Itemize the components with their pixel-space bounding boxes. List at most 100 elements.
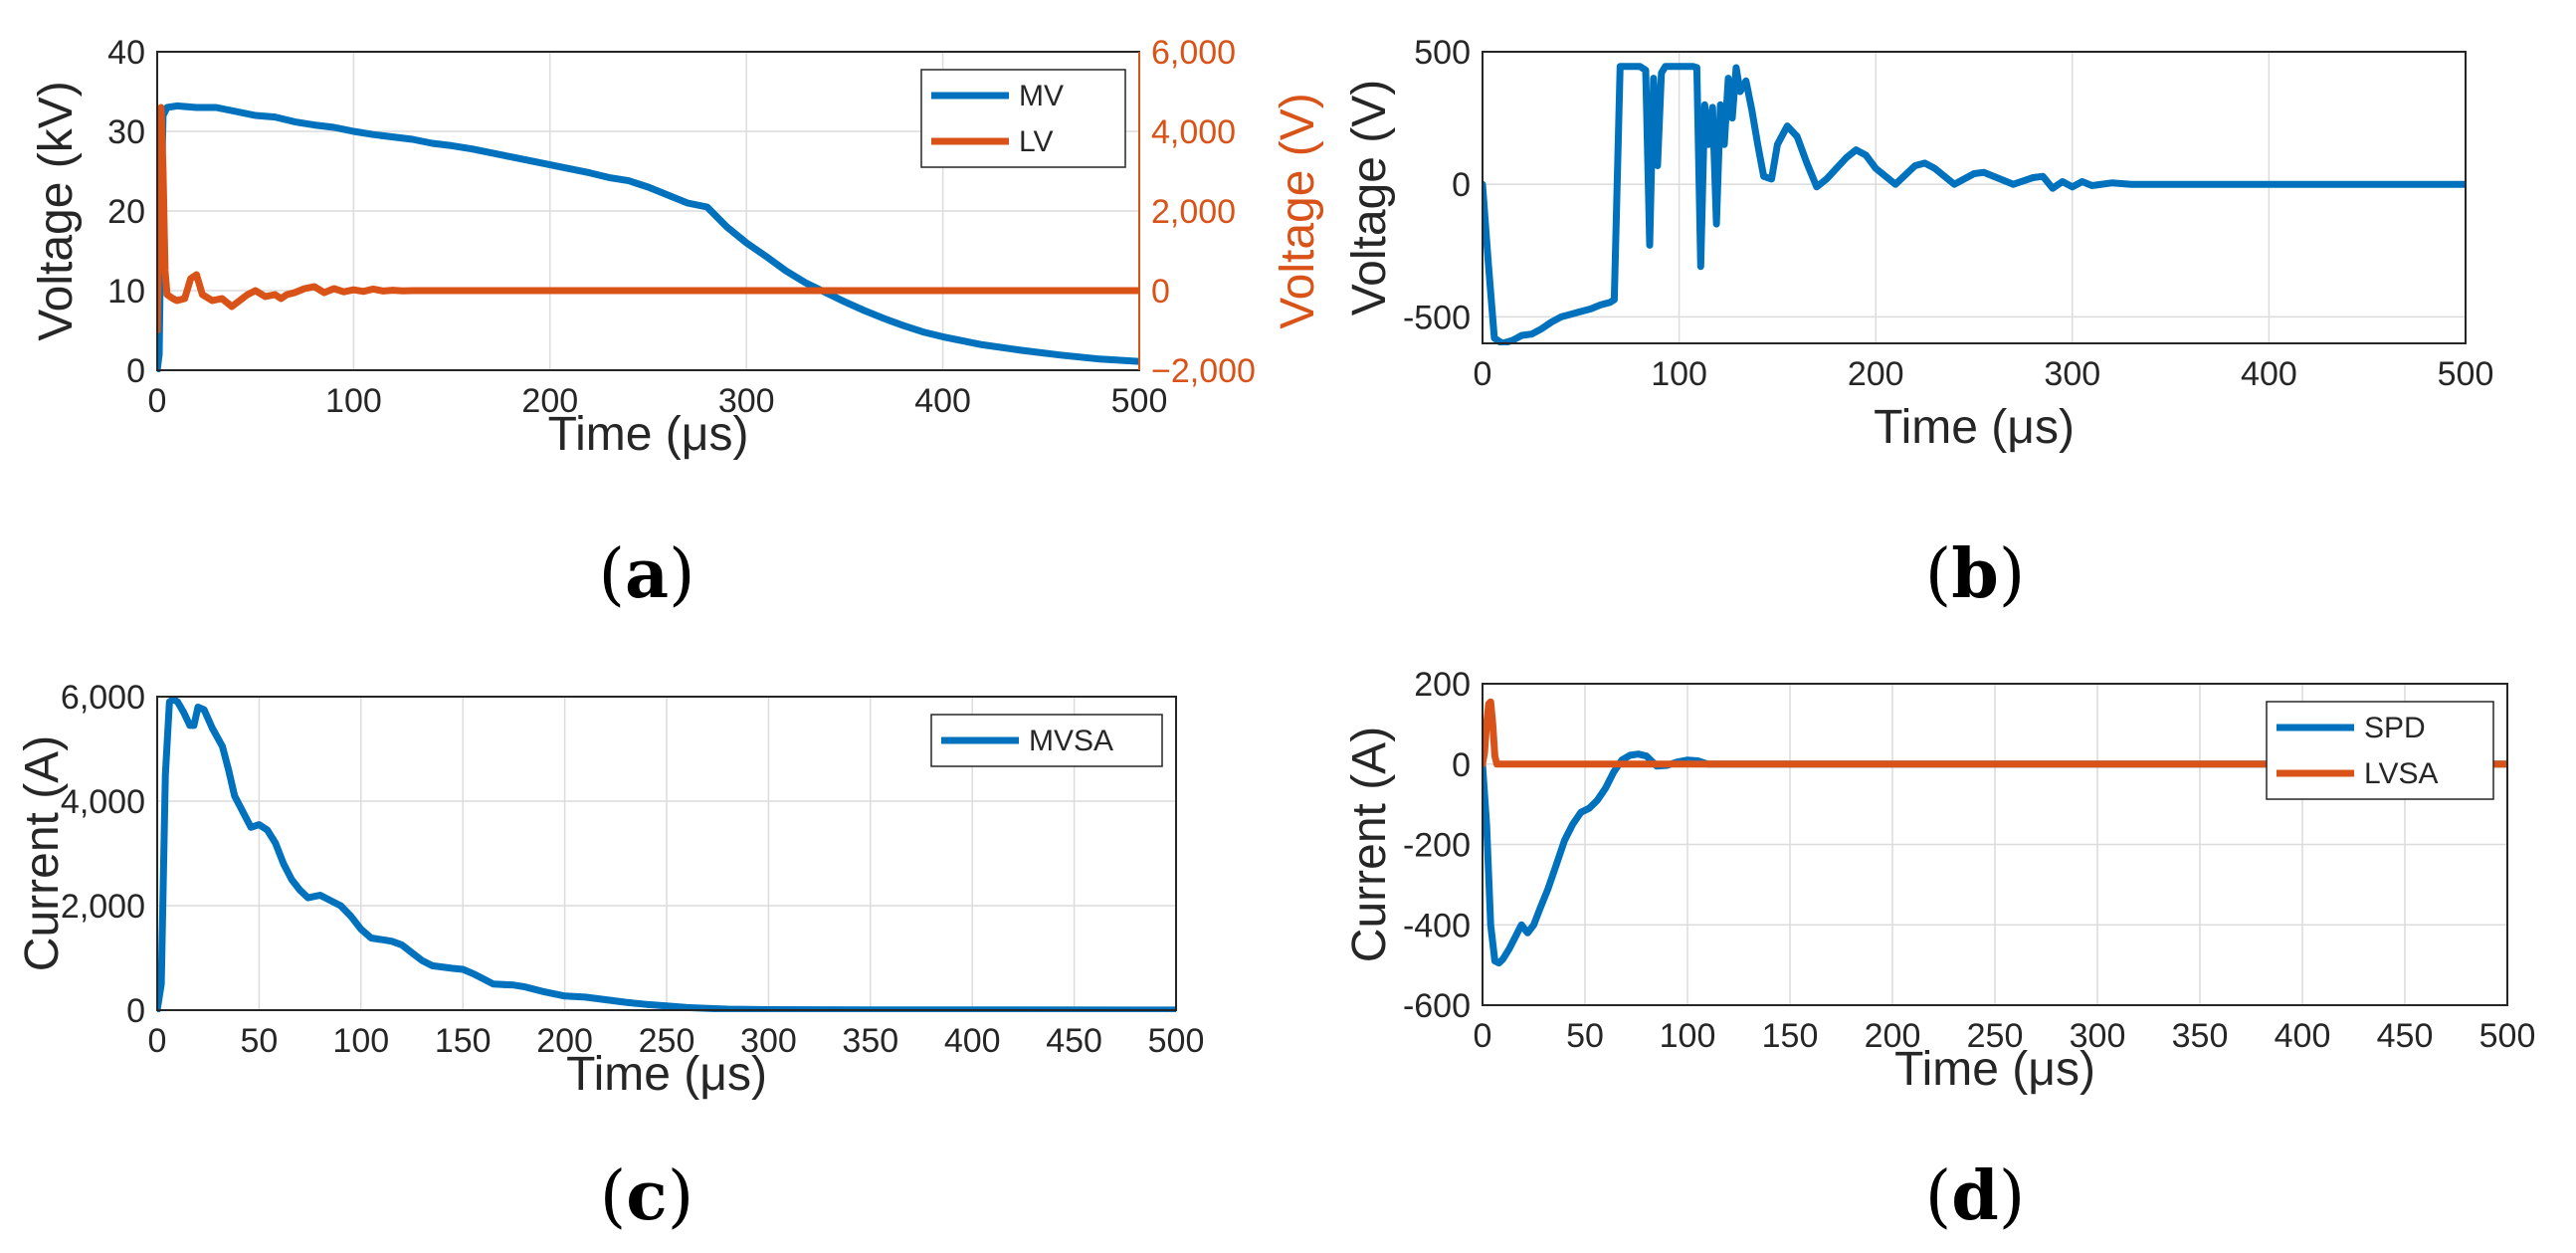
legend: MVSA bbox=[930, 714, 1163, 767]
y-tick-label: 0 bbox=[1452, 166, 1471, 204]
y-axis-label: Voltage (V) bbox=[1343, 80, 1396, 315]
x-axis-label: Time (μs) bbox=[1894, 1043, 2095, 1096]
x-tick-label: 400 bbox=[944, 1022, 1001, 1060]
panel-label: (d) bbox=[1925, 1156, 2026, 1236]
x-tick-label: 500 bbox=[1148, 1022, 1205, 1060]
series-line-lv bbox=[157, 104, 1139, 334]
panel-paren-close: ) bbox=[669, 535, 695, 614]
x-tick-label: 200 bbox=[536, 1022, 593, 1060]
x-tick-label: 300 bbox=[2044, 355, 2100, 393]
x-tick-label: 400 bbox=[2275, 1017, 2331, 1055]
legend: SPD LVSA bbox=[2266, 701, 2494, 800]
x-tick-label: 300 bbox=[740, 1022, 797, 1060]
plot-frame bbox=[156, 696, 1177, 1011]
x-tick-label: 300 bbox=[2070, 1017, 2126, 1055]
y-tick-label: 500 bbox=[1414, 34, 1471, 72]
x-tick-label: 350 bbox=[2172, 1017, 2229, 1055]
legend-box bbox=[920, 69, 1126, 168]
y-tick-label: 0 bbox=[1452, 746, 1471, 784]
y-tick-label: -600 bbox=[1403, 987, 1471, 1025]
y-tick-label: -200 bbox=[1403, 827, 1471, 865]
x-tick-label: 450 bbox=[2377, 1017, 2434, 1055]
y-right-tick-label: 4,000 bbox=[1151, 113, 1236, 151]
x-tick-label: 0 bbox=[148, 382, 167, 420]
series-line-mvsa bbox=[157, 696, 1176, 1012]
y-axis-label: Current (A) bbox=[1343, 727, 1396, 962]
y-tick-label: 2,000 bbox=[61, 888, 145, 926]
x-tick-label: 0 bbox=[148, 1022, 167, 1060]
y-tick-label: -400 bbox=[1403, 907, 1471, 944]
y-tick-label: 4,000 bbox=[61, 783, 145, 821]
y-axis-label: Voltage (kV) bbox=[30, 81, 83, 340]
x-tick-label: 100 bbox=[325, 382, 382, 420]
panel-label: (b) bbox=[1925, 534, 2026, 614]
x-tick-label: 500 bbox=[2479, 1017, 2536, 1055]
x-tick-label: 200 bbox=[1848, 355, 1904, 393]
x-tick-label: 400 bbox=[914, 382, 971, 420]
x-axis-label: Time (μs) bbox=[1874, 401, 2075, 454]
y-tick-label: 20 bbox=[107, 193, 145, 231]
panel-paren-open: ( bbox=[1925, 1157, 1952, 1236]
y-right-tick-label: −2,000 bbox=[1151, 352, 1256, 390]
y-axis-label: Current (A) bbox=[16, 735, 69, 971]
y-tick-label: 10 bbox=[107, 273, 145, 311]
x-tick-label: 350 bbox=[842, 1022, 898, 1060]
y-tick-label: 40 bbox=[107, 34, 145, 72]
x-tick-label: 150 bbox=[1762, 1017, 1819, 1055]
x-tick-label: 250 bbox=[1967, 1017, 2024, 1055]
chart-a: 0 100 200 300 400 500 0 10 20 30 40 −2,000 0 2,000 4,0… bbox=[30, 34, 1324, 614]
legend-label-mvsa: MVSA bbox=[1029, 725, 1113, 757]
x-tick-label: 250 bbox=[639, 1022, 695, 1060]
x-tick-label: 150 bbox=[435, 1022, 492, 1060]
panel-paren-open: ( bbox=[1925, 535, 1952, 614]
panel-letter: c bbox=[626, 1156, 667, 1236]
y-tick-label: -500 bbox=[1403, 299, 1471, 336]
y-tick-label: 0 bbox=[126, 992, 145, 1030]
panel-paren-open: ( bbox=[598, 535, 625, 614]
series-line-mv bbox=[157, 102, 1139, 372]
x-tick-label: 50 bbox=[1566, 1017, 1604, 1055]
x-tick-label: 100 bbox=[1651, 355, 1707, 393]
x-tick-label: 0 bbox=[1474, 1017, 1492, 1055]
legend-label-spd: SPD bbox=[2364, 712, 2426, 744]
y-tick-label: 0 bbox=[126, 352, 145, 390]
x-tick-label: 100 bbox=[1660, 1017, 1716, 1055]
panel-label: (a) bbox=[598, 534, 694, 614]
series-line-b-0 bbox=[1483, 63, 2466, 345]
x-axis-label: Time (μs) bbox=[566, 1048, 767, 1101]
legend: MV LV bbox=[920, 69, 1126, 168]
panel-paren-close: ) bbox=[1999, 535, 2026, 614]
y-tick-label: 6,000 bbox=[61, 679, 145, 717]
legend-label-lvsa: LVSA bbox=[2364, 757, 2439, 790]
plot-frame bbox=[1482, 51, 2467, 344]
x-tick-label: 200 bbox=[521, 382, 578, 420]
x-tick-label: 200 bbox=[1865, 1017, 1921, 1055]
x-tick-label: 50 bbox=[240, 1022, 278, 1060]
x-tick-label: 0 bbox=[1474, 355, 1492, 393]
x-tick-label: 450 bbox=[1046, 1022, 1102, 1060]
legend-label-lv: LV bbox=[1019, 125, 1053, 158]
chart-d: 0 50 100 150 200 250 300 350 400 450 500 -600 -400 -2… bbox=[1343, 666, 2535, 1236]
y-right-tick-label: 6,000 bbox=[1151, 34, 1236, 72]
x-axis-label: Time (μs) bbox=[548, 408, 749, 461]
y-tick-label: 30 bbox=[107, 113, 145, 151]
x-tick-label: 300 bbox=[718, 382, 775, 420]
panel-paren-open: ( bbox=[600, 1157, 627, 1236]
panel-label: (c) bbox=[600, 1156, 694, 1236]
panel-letter: a bbox=[625, 534, 669, 614]
x-tick-label: 500 bbox=[1111, 382, 1168, 420]
series-line-lvsa bbox=[1483, 698, 2507, 768]
x-tick-label: 500 bbox=[2438, 355, 2494, 393]
chart-c: 0 50 100 150 200 250 300 350 400 450 500 0 2,000 4,00… bbox=[16, 679, 1204, 1236]
legend-box bbox=[2266, 701, 2494, 800]
y-tick-label: 200 bbox=[1414, 666, 1471, 704]
panel-letter: d bbox=[1951, 1156, 1999, 1236]
y-right-tick-label: 2,000 bbox=[1151, 193, 1236, 231]
panel-paren-close: ) bbox=[1999, 1157, 2026, 1236]
x-tick-label: 100 bbox=[332, 1022, 389, 1060]
y-right-axis-label: Voltage (V) bbox=[1272, 93, 1324, 328]
y-right-tick-label: 0 bbox=[1151, 273, 1170, 311]
x-tick-label: 400 bbox=[2241, 355, 2297, 393]
